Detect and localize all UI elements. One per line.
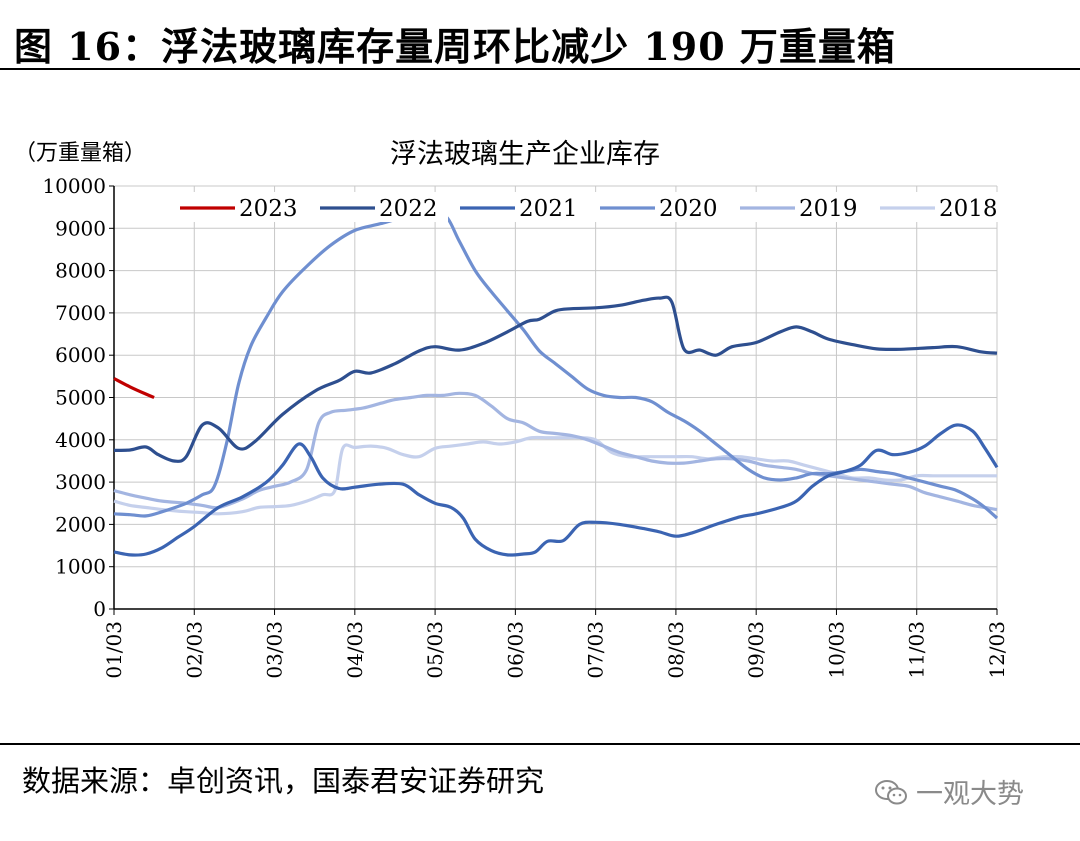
series-line-2023 [113, 377, 155, 399]
series-line-2019 [113, 391, 998, 512]
figure-title: 图 16：浮法玻璃库存量周环比减少 190 万重量箱 [14, 24, 896, 69]
x-tick-label: 03/03 [263, 621, 287, 679]
footer-rule [0, 743, 1080, 745]
y-tick-label: 1000 [55, 555, 106, 579]
x-tick-label: 06/03 [503, 621, 527, 679]
source-note: 数据来源：卓创资讯，国泰君安证券研究 [22, 764, 545, 798]
y-unit-label: （万重量箱） [14, 141, 146, 166]
y-tick-label: 8000 [55, 259, 106, 283]
y-tick-label: 0 [93, 597, 106, 621]
series-lines [113, 213, 999, 557]
x-tick-label: 08/03 [664, 621, 688, 679]
x-tick-label: 07/03 [584, 621, 608, 679]
legend-label-2022: 2022 [379, 196, 438, 222]
y-tick-label: 4000 [55, 428, 106, 452]
title-rule [0, 68, 1080, 70]
watermark: 一观大势 [874, 772, 1024, 811]
x-tick-label: 12/03 [985, 621, 1009, 679]
x-tick-label: 02/03 [182, 621, 206, 679]
y-tick-label: 6000 [55, 343, 106, 367]
series-line-2021 [113, 423, 999, 557]
x-tick-label: 04/03 [343, 621, 367, 679]
legend: 2023 2022 2021 2020 2019 2018 [174, 192, 1008, 222]
chart-title: 浮法玻璃生产企业库存 [390, 139, 660, 170]
legend-label-2021: 2021 [519, 196, 578, 222]
y-tick-label: 9000 [55, 216, 106, 240]
x-tick-label: 10/03 [824, 621, 848, 679]
series-line-2020 [113, 213, 999, 520]
y-tick-label: 3000 [55, 470, 106, 494]
grid-lines [114, 185, 998, 609]
y-tick-label: 10000 [42, 174, 106, 198]
legend-label-2023: 2023 [239, 196, 298, 222]
axes: 0 1000 2000 3000 4000 5000 6000 7000 8000 9000 100… [42, 174, 1009, 679]
legend-label-2019: 2019 [799, 196, 858, 222]
wechat-icon [874, 779, 908, 807]
watermark-text: 一观大势 [916, 779, 1024, 810]
x-tick-label: 09/03 [744, 621, 768, 679]
y-tick-label: 2000 [55, 512, 106, 536]
x-tick-label: 01/03 [102, 621, 126, 679]
inventory-line-chart: 0 1000 2000 3000 4000 5000 6000 7000 8000 9000 100… [14, 139, 1009, 679]
series-line-2022 [113, 295, 998, 463]
legend-label-2018: 2018 [939, 196, 998, 222]
x-tick-label: 05/03 [423, 621, 447, 679]
y-tick-label: 7000 [55, 301, 106, 325]
y-tick-label: 5000 [55, 386, 106, 410]
x-tick-label: 11/03 [905, 621, 929, 679]
legend-label-2020: 2020 [659, 196, 718, 222]
